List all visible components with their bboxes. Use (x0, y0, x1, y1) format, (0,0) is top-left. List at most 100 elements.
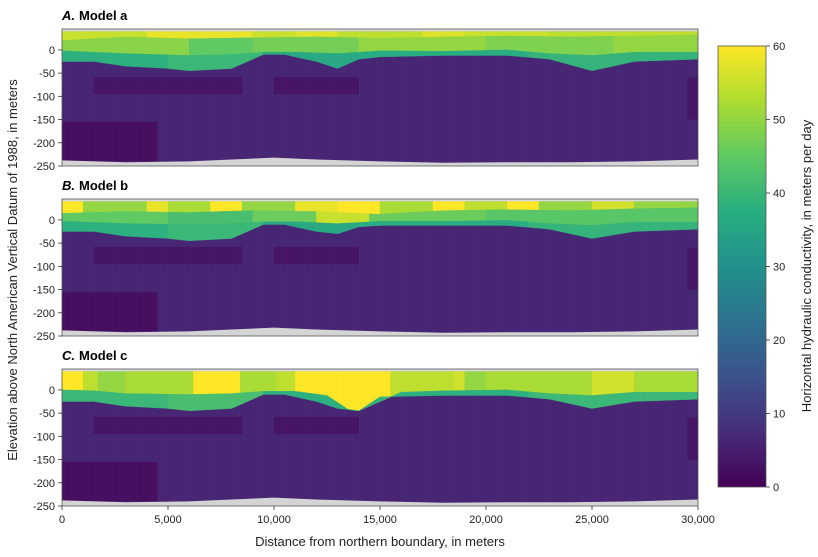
colorbar-tick-label: 30 (773, 262, 785, 274)
layer-top-cell (591, 371, 635, 396)
layer-lower-cell (528, 221, 698, 239)
panel-model-b: B. Model b 0 -50 -100 -150 -200 -250 (33, 178, 699, 343)
layer-top-cell (239, 371, 277, 394)
colorbar: 0 10 20 30 40 50 60 Horizontal hydraulic condu… (717, 41, 814, 494)
layer-top-cell (275, 371, 296, 392)
above-land-surface (62, 369, 698, 372)
bedrock-region (62, 327, 698, 336)
colorbar-tick-label: 10 (773, 409, 785, 421)
layer-top-cell (591, 201, 635, 211)
panel-b-dark-blocks (62, 246, 698, 332)
colorbar-tick-label: 50 (773, 115, 785, 127)
low-k-block (62, 121, 158, 162)
layer-top-cell (454, 371, 465, 391)
y-tick-label: -250 (33, 501, 55, 513)
panel-c-dark-blocks (62, 416, 698, 502)
y-tick-label: -250 (33, 331, 55, 343)
low-k-block (93, 76, 243, 95)
layer-top-cell (464, 201, 508, 211)
panel-a-dark-blocks (62, 76, 698, 162)
y-tick-label: -250 (33, 161, 55, 173)
colorbar-ramp (717, 45, 767, 488)
colorbar-ticks: 0 10 20 30 40 50 60 (766, 41, 785, 494)
y-tick-label: 0 (49, 385, 55, 397)
colorbar-tick-label: 40 (773, 188, 785, 200)
x-tick-label: 5,000 (154, 514, 182, 526)
layer-lower-cell (263, 391, 359, 411)
panel-c-y-axis: 0 -50 -100 -150 -200 -250 (33, 385, 62, 513)
panel-c-layers (62, 369, 698, 506)
layer-top-cell (146, 201, 169, 213)
panel-a-y-axis: 0 -50 -100 -150 -200 -250 (33, 45, 62, 173)
panel-c-title: C. Model c (62, 348, 127, 363)
x-axis: 0 5,000 10,000 15,000 20,000 25,000 30,000 (59, 506, 715, 526)
colorbar-tick-label: 60 (773, 41, 785, 53)
y-tick-label: -150 (33, 455, 55, 467)
panel-model-c: C. Model c 0 -50 -100 -150 -200 -250 (33, 348, 699, 513)
low-k-block (62, 291, 158, 332)
bedrock-region (62, 157, 698, 166)
panel-c-column-hatching (62, 369, 698, 506)
layer-top-cell (252, 31, 296, 39)
layer-middle-cell (252, 210, 317, 223)
layer-lower-cell (528, 391, 698, 409)
x-tick-label: 20,000 (469, 514, 503, 526)
low-k-block (687, 247, 698, 290)
panel-b-frame (61, 198, 699, 337)
y-tick-label: -150 (33, 115, 55, 127)
y-tick-label: 0 (49, 45, 55, 57)
layer-top-cell (83, 201, 147, 214)
panel-b-y-axis: 0 -50 -100 -150 -200 -250 (33, 215, 62, 343)
panel-a-column-hatching (62, 29, 698, 166)
panel-c-bedrock (62, 369, 698, 506)
x-tick-label: 0 (59, 514, 65, 526)
bedrock-region (62, 497, 698, 506)
y-tick-label: -50 (39, 408, 55, 420)
panel-b-bedrock (62, 199, 698, 336)
layer-top-cell (167, 201, 211, 213)
x-axis-label: Distance from northern boundary, in mete… (255, 534, 505, 549)
layer-top-cell (125, 371, 194, 395)
panel-model-a: A. Model a 0 -50 -100 -150 -200 -250 (33, 8, 699, 173)
y-tick-label: -100 (33, 91, 55, 103)
y-tick-label: -200 (33, 308, 55, 320)
x-tick-label: 25,000 (575, 514, 609, 526)
x-tick-label: 15,000 (363, 514, 397, 526)
x-tick-label: 10,000 (257, 514, 291, 526)
y-tick-label: 0 (49, 215, 55, 227)
layer-top-cell (97, 371, 126, 394)
layer-top-cell (464, 371, 487, 391)
y-tick-label: -200 (33, 478, 55, 490)
low-k-block (274, 246, 359, 265)
y-tick-label: -200 (33, 138, 55, 150)
low-k-block (93, 416, 243, 435)
panel-b-plot (62, 199, 698, 336)
y-tick-label: -150 (33, 285, 55, 297)
layer-middle-cell (252, 36, 359, 54)
y-axis-label: Elevation above North American Vertical … (5, 79, 20, 461)
colorbar-label: Horizontal hydraulic conductivity, in me… (799, 119, 814, 412)
colorbar-tick-label: 20 (773, 335, 785, 347)
layer-top-cell (83, 371, 99, 392)
panel-a-title: A. Model a (61, 8, 128, 23)
layer-top-cell (295, 31, 338, 38)
panel-a-frame (61, 28, 699, 167)
colorbar-tick-label: 0 (773, 482, 779, 494)
y-tick-label: -50 (39, 238, 55, 250)
layer-lower-cell (528, 51, 698, 72)
panel-b-title: B. Model b (62, 178, 128, 193)
low-k-block (274, 416, 359, 435)
x-tick-label: 30,000 (681, 514, 715, 526)
layer-middle-cell (167, 210, 253, 225)
panel-c-plot (62, 369, 698, 506)
low-k-block (687, 77, 698, 120)
y-tick-label: -100 (33, 261, 55, 273)
low-k-block (62, 461, 158, 502)
y-tick-label: -100 (33, 431, 55, 443)
low-k-block (93, 246, 243, 265)
low-k-block (274, 76, 359, 95)
layer-top-cell (422, 31, 465, 38)
panel-a-plot (62, 29, 698, 166)
panel-b-layers (62, 199, 698, 336)
